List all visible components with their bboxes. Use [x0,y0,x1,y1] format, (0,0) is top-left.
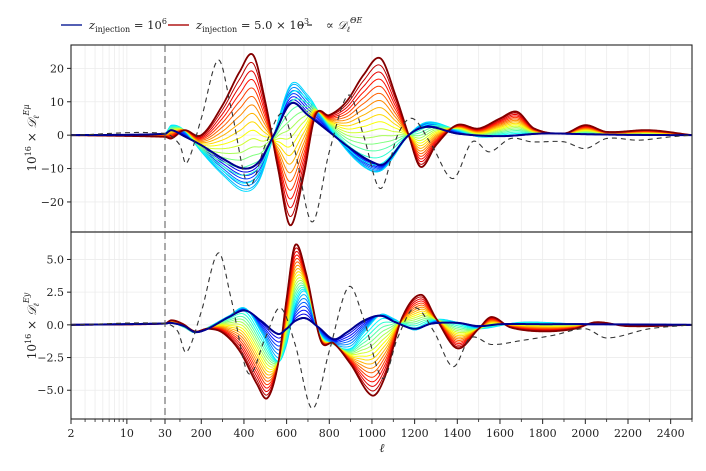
legend-entry-dashed: ∝ 𝒟ℓΘE [299,16,363,34]
x-tick-label: 1600 [486,427,514,440]
x-tick-label: 400 [233,427,254,440]
y-axis-label-bottom: 1016 × 𝒟ℓEy [22,292,41,359]
curve-family-top [71,52,692,227]
y-tick-label: 10 [50,96,64,109]
x-tick-label: 1400 [443,427,471,440]
legend-label-blue: zinjection = 106 [88,17,167,34]
dashed-reference-line [71,59,692,223]
x-tick-label: 1800 [529,427,557,440]
y-tick-label: −20 [41,196,64,209]
y-tick-label: 20 [50,62,64,75]
y-tick-label: 2.5 [47,286,65,299]
axes-frame-bottom [70,231,693,420]
panel-top: 20 10 0 −10 −20 1016 × 𝒟ℓEμ [22,44,693,233]
series-line [71,107,692,161]
legend-entry-red: zinjection = 5.0 × 103 [168,17,309,34]
series-line [71,109,692,150]
axes-border [70,231,693,420]
x-tick-label: 1000 [358,427,386,440]
series-line-blue-z1e6 [71,101,692,170]
y-tick-label: 5.0 [47,253,65,266]
series-line-red-z5e3 [71,53,692,226]
y-tick-label: −5.0 [37,384,64,397]
series-line [71,294,692,359]
series-line [71,92,692,183]
legend-label-red: zinjection = 5.0 × 103 [195,17,309,34]
x-axis-label: ℓ [380,441,385,455]
dashed-curve-top [71,59,692,223]
series-line [71,61,692,217]
legend: zinjection = 106 zinjection = 5.0 × 103 … [61,16,363,34]
series-line-blue-z1e6 [71,309,692,341]
series-line [71,85,692,191]
curve-family-bottom [71,243,692,400]
x-axis: 2 10 30 200 400 600 800 1000 1200 1400 1600 1800 200… [68,419,693,440]
series-line [71,288,692,363]
y-tick-label: −2.5 [37,352,64,365]
grid-bottom [71,232,692,419]
grid-top [71,45,692,232]
x-tick-label: 2 [68,427,75,440]
x-tick-label: 2400 [657,427,685,440]
y-ticks-bottom: 5.0 2.5 0.0 −2.5 −5.0 [37,253,71,397]
dashed-curve-bottom [71,252,692,410]
x-tick-label: 800 [319,427,340,440]
y-axis-label-top: 1016 × 𝒟ℓEμ [22,104,41,171]
legend-label-dashed: ∝ 𝒟ℓΘE [326,16,363,34]
panel-bottom: 5.0 2.5 0.0 −2.5 −5.0 1016 × 𝒟ℓEy [22,231,693,420]
y-tick-label: 0 [57,129,64,142]
x-tick-label: 2200 [614,427,642,440]
series-line [71,290,692,363]
series-line [71,78,692,200]
x-tick-label: 30 [158,427,172,440]
y-ticks-top: 20 10 0 −10 −20 [41,62,71,209]
x-tick-label: 2000 [571,427,599,440]
series-line [71,301,692,351]
x-tick-label: 1200 [401,427,429,440]
y-tick-label: 0.0 [47,319,65,332]
x-tick-label: 600 [276,427,297,440]
series-line [71,70,692,209]
legend-entry-blue: zinjection = 106 [61,17,167,34]
x-tick-label: 200 [191,427,212,440]
series-line [71,105,692,169]
series-line [71,305,692,347]
x-tick-label: 10 [120,427,134,440]
series-line [71,99,692,174]
series-line [71,98,692,176]
y-tick-label: −10 [41,163,64,176]
series-line [71,108,692,154]
dashed-reference-line [71,252,692,410]
